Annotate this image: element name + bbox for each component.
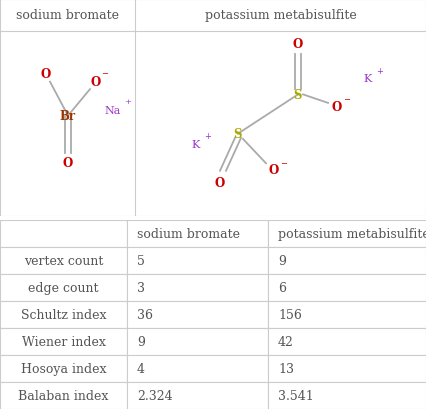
Text: K: K <box>364 74 372 84</box>
Bar <box>0 382 127 409</box>
Text: Schultz index: Schultz index <box>21 308 106 321</box>
Bar <box>0 248 127 274</box>
Text: 4: 4 <box>137 362 145 375</box>
Bar <box>0 221 127 248</box>
Text: O: O <box>91 76 101 89</box>
Bar <box>0 301 127 328</box>
Text: Wiener index: Wiener index <box>22 335 106 348</box>
Text: O: O <box>332 100 342 113</box>
Bar <box>268 328 426 355</box>
Bar <box>127 301 268 328</box>
Text: 6: 6 <box>278 281 286 294</box>
Text: 9: 9 <box>278 255 286 267</box>
Bar <box>268 301 426 328</box>
Text: 5: 5 <box>137 255 145 267</box>
Text: sodium bromate: sodium bromate <box>16 9 119 22</box>
Text: 9: 9 <box>137 335 145 348</box>
Text: edge count: edge count <box>28 281 99 294</box>
Bar <box>0 355 127 382</box>
Text: K: K <box>192 140 200 150</box>
Text: +: + <box>124 97 132 106</box>
Text: Na: Na <box>105 106 121 116</box>
Bar <box>0 328 127 355</box>
Bar <box>127 328 268 355</box>
Text: O: O <box>215 176 225 189</box>
Text: O: O <box>63 156 73 169</box>
Text: potassium metabisulfite: potassium metabisulfite <box>278 228 426 241</box>
Text: +: + <box>377 66 383 75</box>
Text: O: O <box>41 67 51 81</box>
Bar <box>127 274 268 301</box>
Text: 36: 36 <box>137 308 153 321</box>
Text: 2.324: 2.324 <box>137 389 173 402</box>
Text: −: − <box>101 70 109 78</box>
Bar <box>268 221 426 248</box>
Text: 3: 3 <box>137 281 145 294</box>
Text: Balaban index: Balaban index <box>18 389 109 402</box>
Text: O: O <box>293 38 303 51</box>
Text: 13: 13 <box>278 362 294 375</box>
Text: Br: Br <box>60 110 76 123</box>
Bar <box>127 221 268 248</box>
Text: 42: 42 <box>278 335 294 348</box>
Text: vertex count: vertex count <box>24 255 103 267</box>
Text: S: S <box>294 89 302 102</box>
Bar <box>127 248 268 274</box>
Bar <box>268 248 426 274</box>
Text: 3.541: 3.541 <box>278 389 314 402</box>
Text: potassium metabisulfite: potassium metabisulfite <box>204 9 357 22</box>
Text: sodium bromate: sodium bromate <box>137 228 240 241</box>
Bar <box>268 382 426 409</box>
Bar <box>268 274 426 301</box>
Text: −: − <box>343 95 351 104</box>
Bar <box>127 355 268 382</box>
Text: −: − <box>280 158 288 167</box>
Text: 156: 156 <box>278 308 302 321</box>
Text: +: + <box>204 132 211 141</box>
Bar <box>127 382 268 409</box>
Text: S: S <box>234 128 242 141</box>
Bar <box>0 274 127 301</box>
Text: Hosoya index: Hosoya index <box>21 362 106 375</box>
Bar <box>268 355 426 382</box>
Text: O: O <box>269 164 279 177</box>
